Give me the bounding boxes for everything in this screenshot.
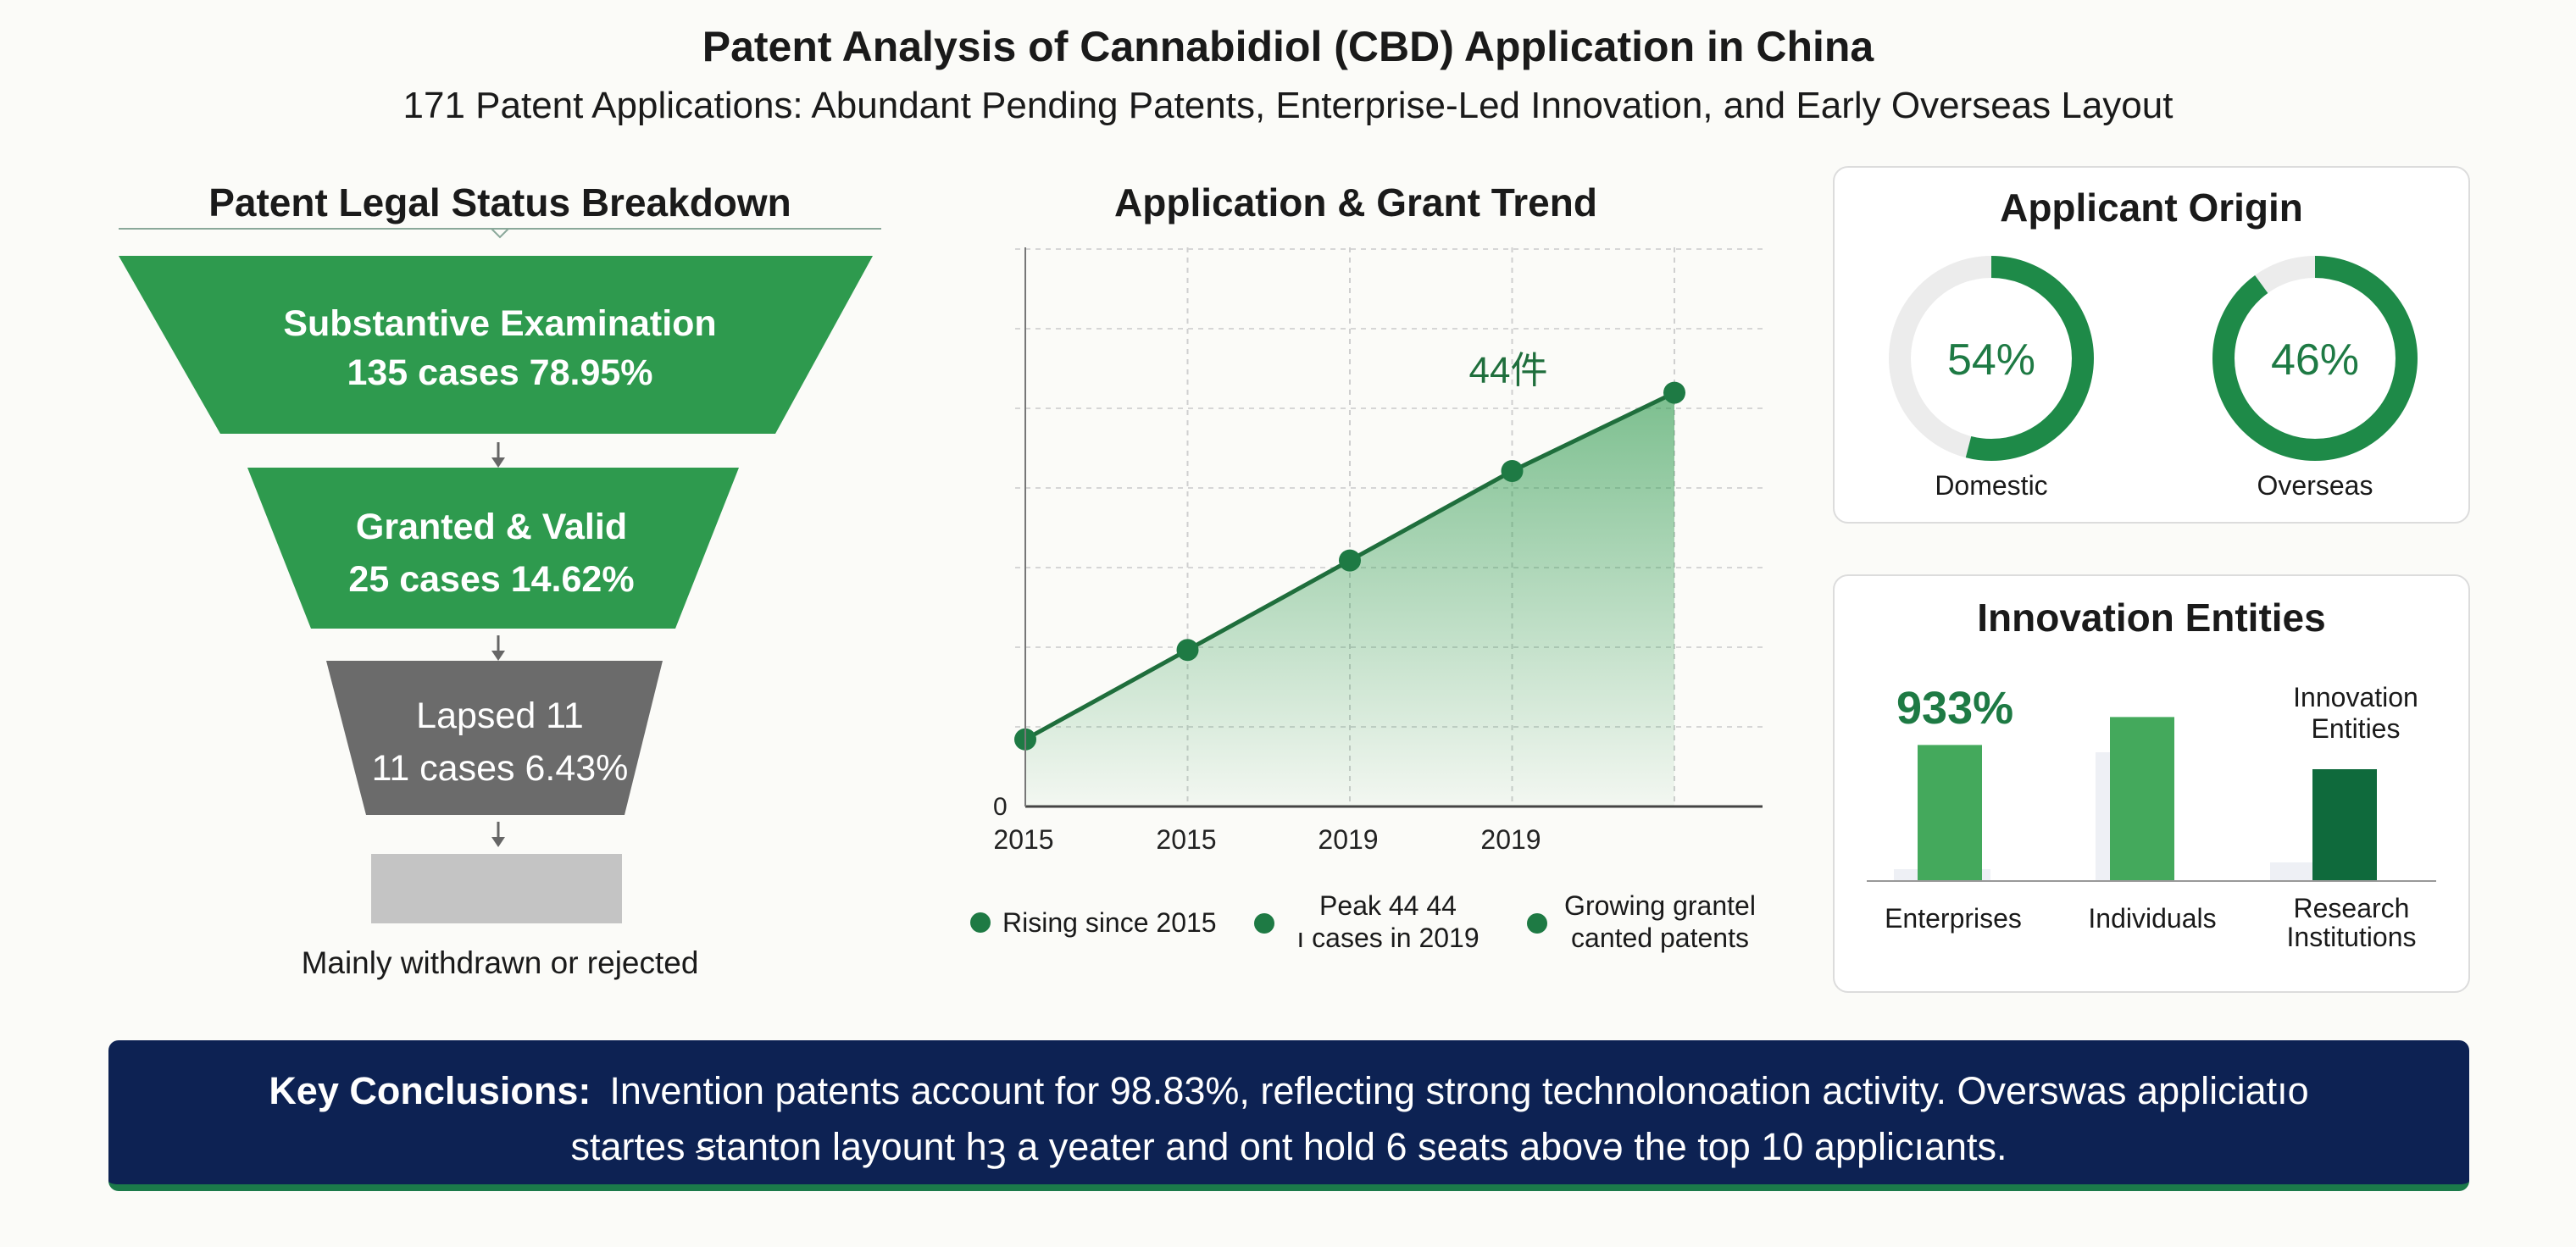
funnel-title-underline: [119, 228, 881, 239]
funnel-stage-granted: [247, 468, 739, 629]
entities-label-research-2: Institutions: [2286, 922, 2417, 952]
conclusion-line-1: Key Conclusions: Invention patents accoun…: [108, 1069, 2469, 1113]
origin-label-overseas: Overseas: [2257, 470, 2373, 501]
trend-area-fill: [1025, 392, 1674, 806]
funnel-footnote: Mainly withdrawn or rejected: [301, 945, 699, 980]
origin-donut-charts: [1889, 256, 2418, 461]
legend-text-3b: canted patents: [1571, 923, 1749, 953]
conclusion-line-2: startes ꞩtanton layount hꝫ a yeater and …: [570, 1125, 2007, 1168]
trend-chart: 0 2015 2015 2019 2019 44件: [993, 247, 1763, 855]
entities-value-label: 933%: [1896, 683, 2014, 734]
funnel-chart: [119, 256, 873, 923]
entities-label-individuals: Individuals: [2088, 903, 2217, 934]
trend-data-point: [1663, 381, 1685, 404]
trend-data-point: [1176, 639, 1199, 662]
origin-label-domestic: Domestic: [1935, 470, 2048, 501]
funnel-stage-1-value: 135 cases 78.95%: [347, 352, 653, 393]
trend-data-point: [1339, 549, 1361, 572]
page-title: Patent Analysis of Cannabidiol (CBD) App…: [702, 23, 1874, 70]
legend-text-1: Rising since 2015: [1002, 907, 1217, 938]
page-subtitle: 171 Patent Applications: Abundant Pendin…: [402, 85, 2174, 126]
trend-x-tick-2: 2015: [1156, 824, 1216, 855]
funnel-stage-1-name: Substantive Examination: [283, 303, 717, 344]
legend-text-3a: Growing grantel: [1564, 890, 1756, 921]
legend-text-2b: ı cases in 2019: [1296, 923, 1480, 953]
entities-title: Innovation Entities: [1977, 596, 2326, 640]
funnel-title: Patent Legal Status Breakdown: [208, 180, 791, 224]
donut-arc-overseas: [2212, 256, 2418, 461]
trend-peak-label: 44件: [1469, 350, 1548, 391]
funnel-stage-lapsed: [326, 661, 663, 815]
legend-dot-2: [1254, 913, 1274, 934]
entities-bar-research: [2312, 769, 2377, 881]
trend-data-point: [1501, 460, 1524, 482]
conclusion-label: Key Conclusions:: [269, 1069, 591, 1112]
donut-arc-domestic: [1889, 256, 2094, 461]
funnel-stage-other: [371, 854, 622, 923]
conclusion-text-1: Invention patents account for 98.83%, re…: [609, 1069, 2309, 1112]
origin-percent-domestic: 54%: [1946, 335, 2036, 385]
legend-text-2a: Peak 44 44: [1319, 890, 1457, 921]
trend-x-tick-1: 2015: [993, 824, 1053, 855]
legend-dot-3: [1527, 913, 1547, 934]
trend-title: Application & Grant Trend: [1114, 180, 1597, 224]
funnel-stage-3-value: 11 cases 6.43%: [371, 748, 629, 789]
entities-bar-individuals: [2110, 717, 2174, 881]
trend-x-tick-3: 2019: [1318, 824, 1378, 855]
entities-legend-line1: Innovation: [2293, 682, 2418, 712]
origin-percent-overseas: 46%: [2270, 335, 2360, 385]
funnel-stage-2-value: 25 cases 14.62%: [348, 559, 635, 600]
entities-label-research-1: Research: [2293, 893, 2410, 923]
funnel-stage-3-name: Lapsed 11: [416, 696, 584, 736]
origin-title: Applicant Origin: [2000, 186, 2303, 230]
funnel-stage-substantive: [119, 256, 873, 434]
entities-legend-line2: Entities: [2311, 713, 2401, 744]
entities-bar-chart: [1867, 717, 2436, 882]
legend-dot-1: [970, 912, 991, 933]
entities-bar-enterprises: [1918, 745, 1982, 881]
funnel-stage-2-name: Granted & Valid: [355, 507, 628, 547]
applicant-origin-card: [1833, 166, 2470, 524]
trend-x-tick-4: 2019: [1480, 824, 1541, 855]
key-conclusions-banner: Key Conclusions: Invention patents accoun…: [108, 1040, 2469, 1191]
entities-label-enterprises: Enterprises: [1885, 903, 2022, 934]
trend-zero-label: 0: [993, 793, 1008, 821]
